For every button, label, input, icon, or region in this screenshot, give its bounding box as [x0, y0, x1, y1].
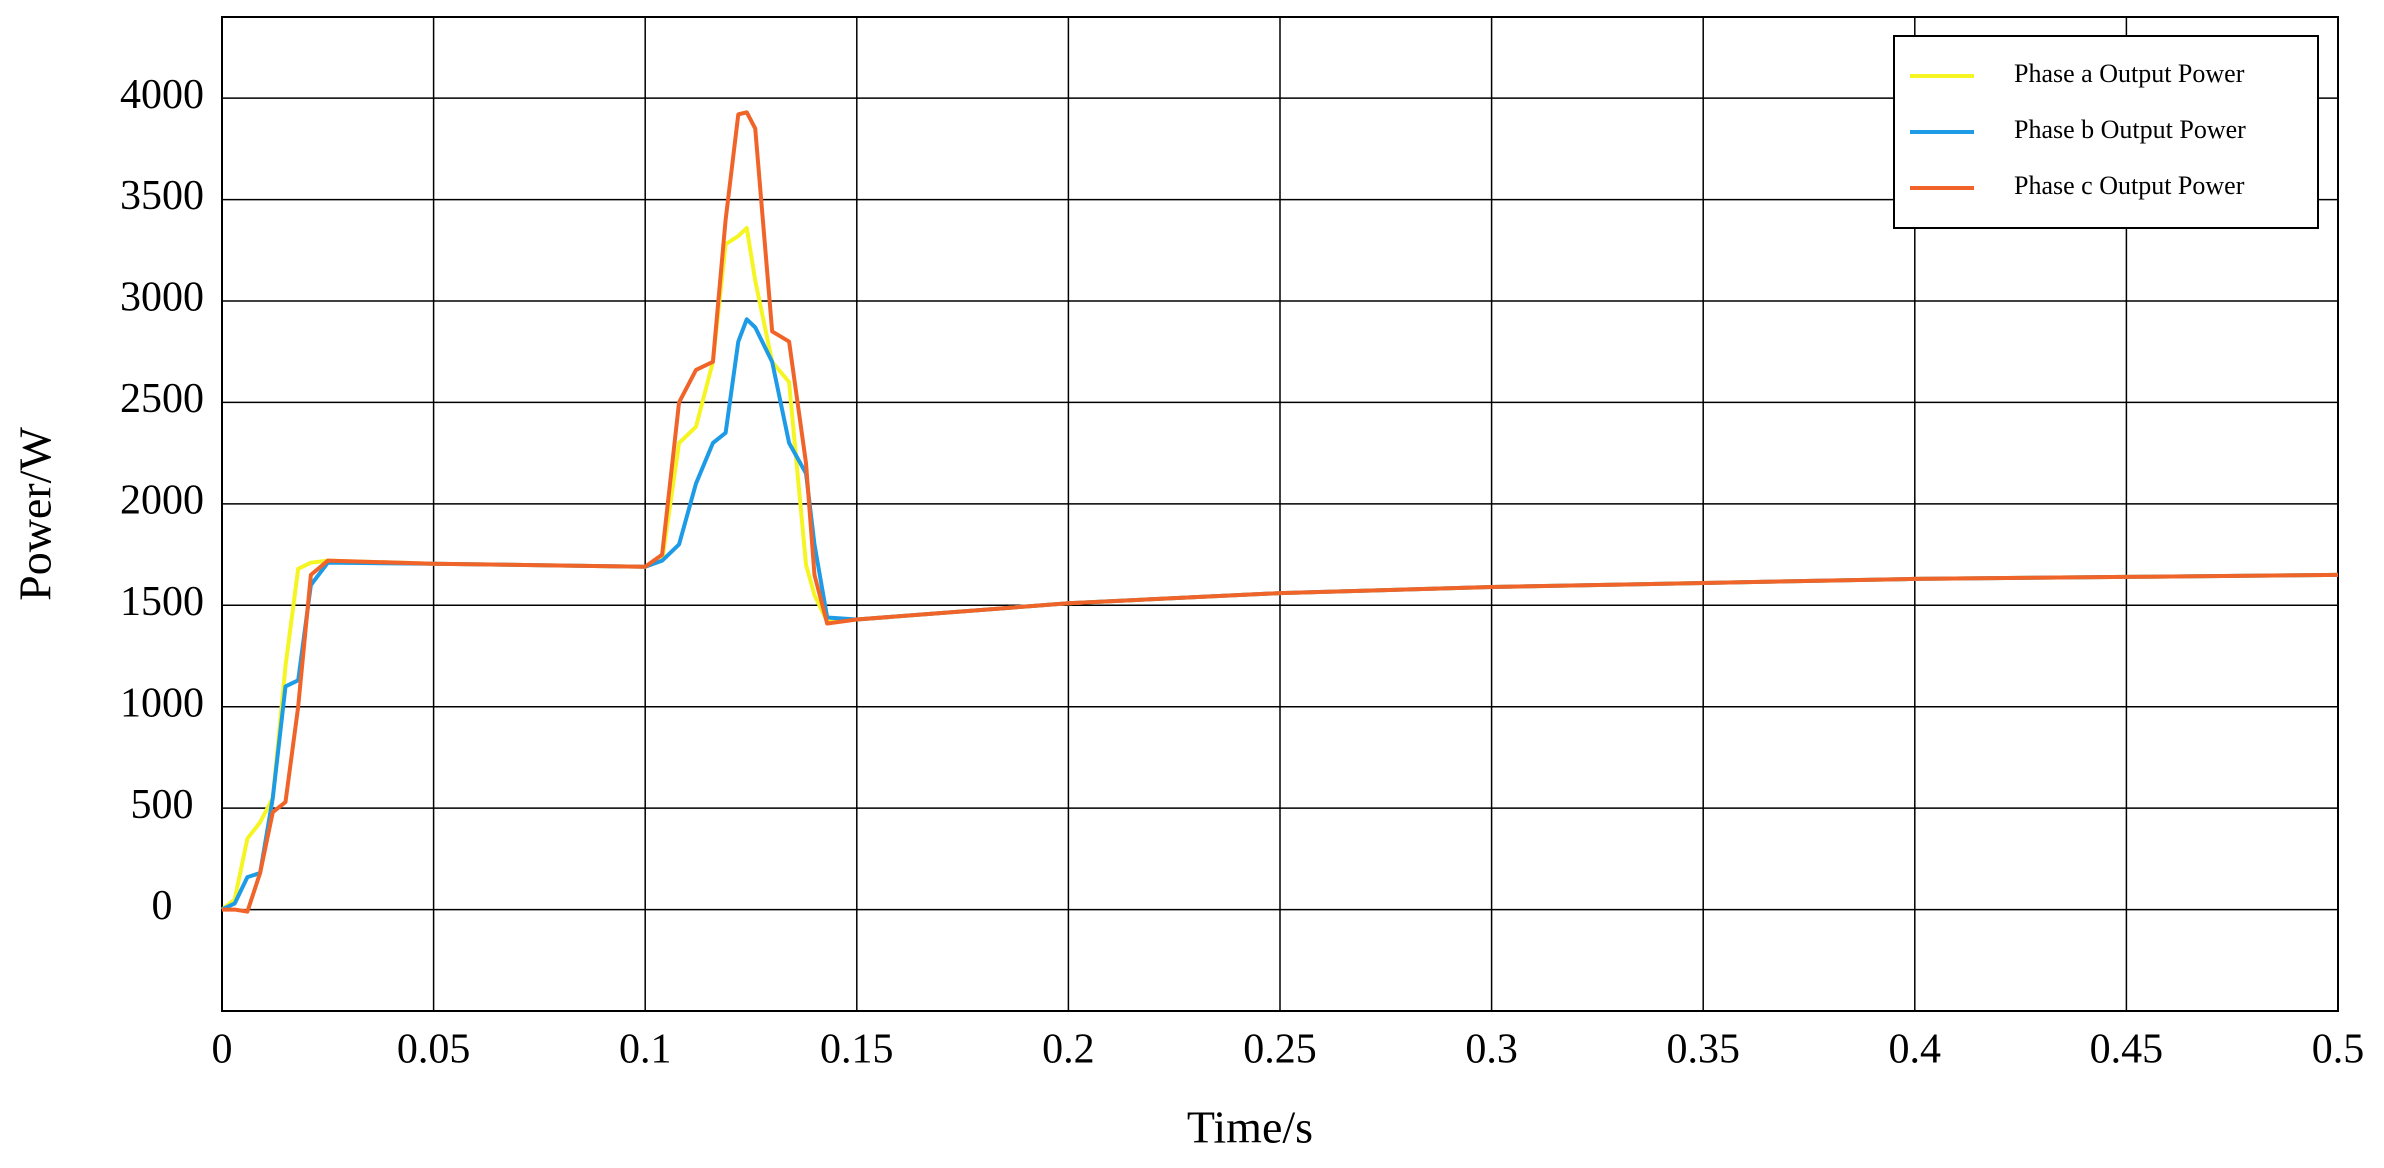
- y-tick-label: 2000: [120, 477, 204, 523]
- y-tick-label: 3000: [120, 275, 204, 321]
- x-tick-label: 0.45: [2090, 1027, 2164, 1073]
- y-tick-label: 3500: [120, 173, 204, 219]
- x-tick-label: 0.05: [397, 1027, 471, 1073]
- y-tick-label: 2500: [120, 376, 204, 422]
- y-axis-label: Power/W: [10, 427, 61, 601]
- x-tick-label: 0.2: [1042, 1027, 1095, 1073]
- x-tick-label: 0.4: [1889, 1027, 1942, 1073]
- y-tick-label: 500: [131, 782, 194, 828]
- x-tick-label: 0.5: [2312, 1027, 2365, 1073]
- y-tick-label: 1000: [120, 680, 204, 726]
- plot-frame: [221, 16, 2339, 1012]
- legend-label: Phase b Output Power: [2014, 115, 2246, 144]
- x-tick-label: 0.1: [619, 1027, 672, 1073]
- y-tick-label: 1500: [120, 579, 204, 625]
- x-tick-label: 0.15: [820, 1027, 894, 1073]
- legend-label: Phase a Output Power: [2014, 59, 2245, 88]
- x-tick-label: 0.25: [1243, 1027, 1317, 1073]
- y-tick-label: 4000: [120, 72, 204, 118]
- y-tick-label: 0: [152, 883, 173, 929]
- x-tick-label: 0.35: [1666, 1027, 1740, 1073]
- legend-label: Phase c Output Power: [2014, 171, 2245, 200]
- x-tick-label: 0: [212, 1027, 233, 1073]
- x-axis-label: Time/s: [1187, 1102, 1313, 1153]
- series-line: [222, 110, 2339, 914]
- x-tick-label: 0.3: [1465, 1027, 1518, 1073]
